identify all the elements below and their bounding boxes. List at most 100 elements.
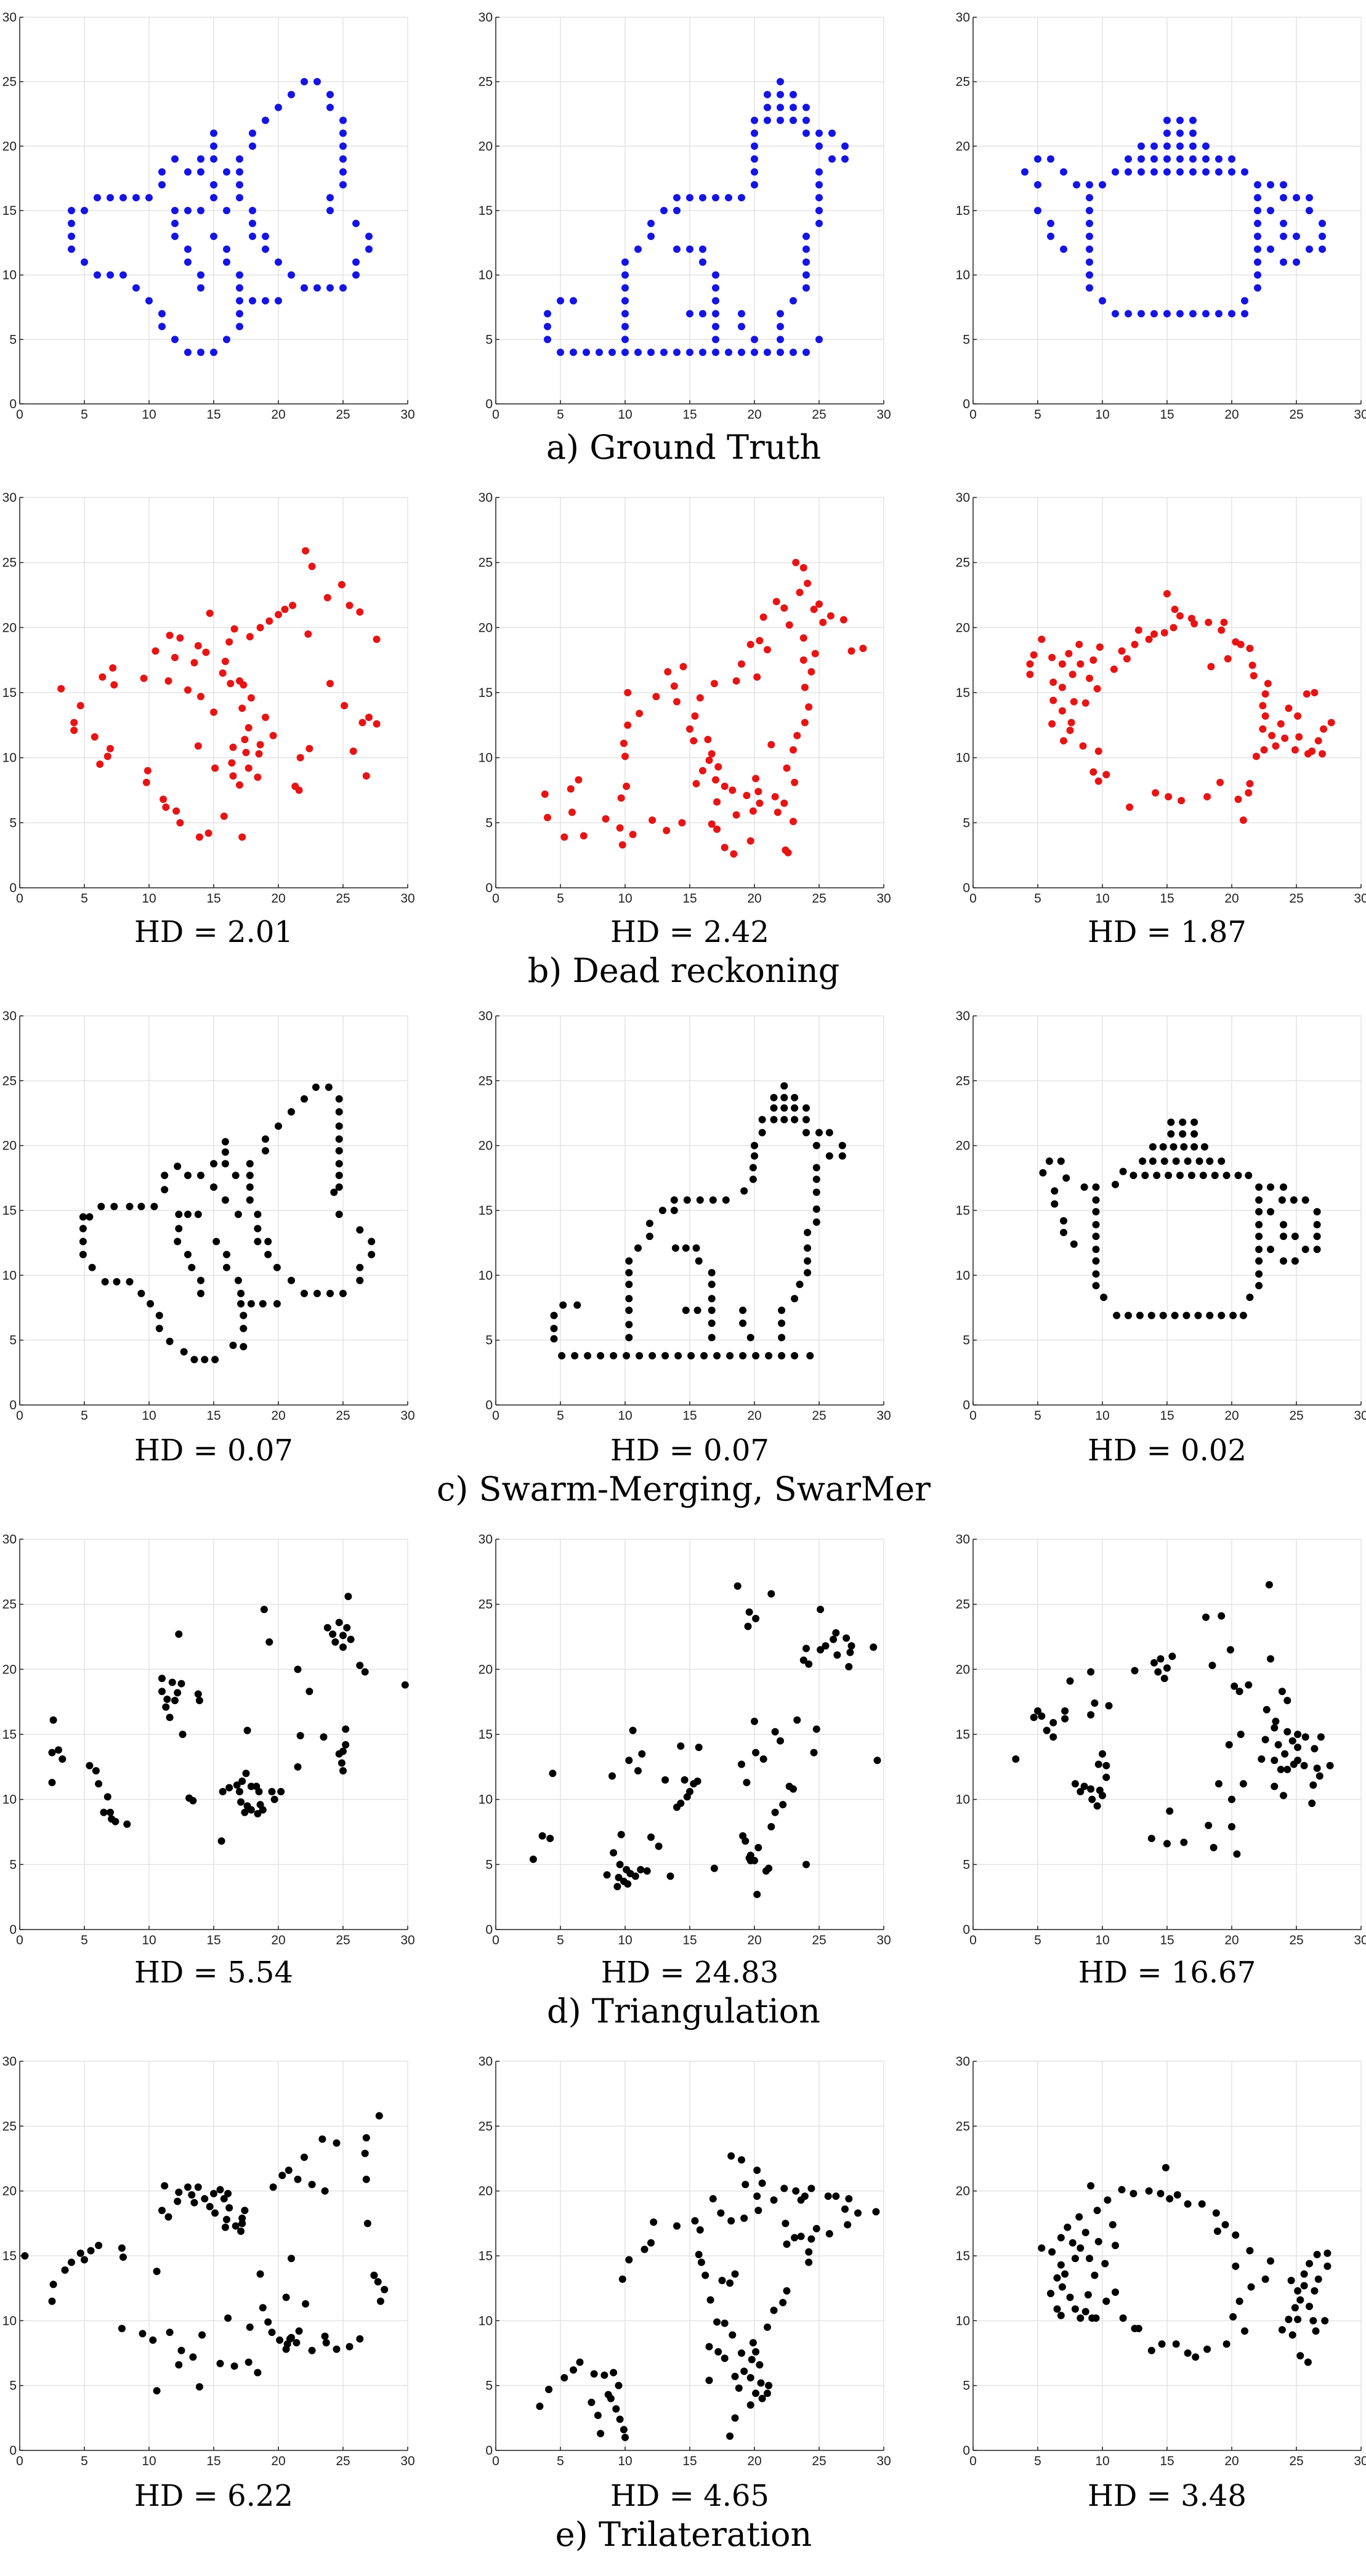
data-point [269, 731, 277, 739]
data-point [558, 1351, 566, 1359]
data-point [1280, 258, 1287, 266]
y-tick-label: 30 [956, 2055, 970, 2069]
data-point [590, 2370, 598, 2378]
data-point [1109, 2221, 1117, 2229]
data-point [1293, 194, 1300, 202]
data-point [1071, 2305, 1079, 2313]
y-tick-label: 0 [963, 1923, 970, 1937]
data-point [1049, 678, 1057, 686]
data-point [206, 2202, 214, 2210]
data-point [805, 2258, 813, 2266]
data-point [326, 1289, 334, 1297]
x-tick-label: 25 [1289, 1933, 1303, 1947]
data-point [1195, 1157, 1203, 1165]
data-point [1212, 2209, 1220, 2217]
data-point [1229, 2313, 1237, 2321]
data-point [202, 648, 210, 656]
data-point [805, 703, 813, 711]
data-point [621, 310, 629, 318]
data-point [815, 207, 823, 214]
data-point [673, 348, 681, 356]
data-point [557, 348, 564, 356]
y-tick-label: 30 [479, 10, 493, 25]
data-point [337, 581, 346, 589]
data-point [211, 2209, 219, 2217]
data-point [184, 1250, 192, 1258]
data-point [1086, 284, 1093, 292]
x-tick-label: 0 [16, 408, 23, 422]
data-point [1051, 1187, 1059, 1195]
data-point [1245, 789, 1253, 797]
x-tick-label: 30 [1354, 1933, 1366, 1947]
x-tick-label: 20 [747, 1409, 761, 1423]
data-point [1296, 2352, 1304, 2360]
data-point [1241, 168, 1248, 176]
data-point [772, 598, 780, 606]
data-point [1314, 2275, 1322, 2283]
data-point [1245, 1681, 1253, 1689]
data-point [625, 1269, 633, 1277]
data-point [616, 2415, 624, 2423]
data-point [99, 673, 107, 681]
data-point [362, 2175, 370, 2183]
data-point [361, 1668, 369, 1676]
y-tick-label: 25 [956, 75, 970, 89]
data-point [621, 336, 629, 344]
data-point [841, 142, 849, 150]
data-point [699, 194, 706, 202]
y-tick-label: 15 [479, 2249, 493, 2263]
data-point [1200, 1143, 1208, 1151]
data-point [1131, 1667, 1139, 1675]
data-point [797, 2196, 805, 2204]
data-point [709, 2195, 717, 2203]
data-point [1099, 297, 1106, 305]
data-point [1280, 1257, 1287, 1265]
data-point [854, 2209, 862, 2217]
data-point [197, 348, 204, 356]
data-point [1189, 310, 1197, 318]
data-point [1075, 2213, 1083, 2221]
data-point [780, 1082, 788, 1090]
data-point [87, 2247, 95, 2255]
data-point [352, 219, 360, 227]
x-tick-label: 20 [1224, 408, 1239, 422]
y-tick-label: 30 [479, 491, 493, 505]
data-point [616, 1861, 624, 1869]
data-point [752, 1749, 760, 1757]
data-point [859, 645, 867, 653]
data-point [1306, 2303, 1313, 2311]
data-point [1228, 1823, 1235, 1831]
data-point [153, 2268, 161, 2276]
data-point [1189, 129, 1197, 137]
data-point [204, 829, 212, 837]
data-point [751, 155, 758, 163]
data-point [1112, 2288, 1119, 2296]
data-point [1088, 2314, 1096, 2322]
x-tick-label: 20 [747, 2454, 761, 2468]
data-point [770, 1104, 778, 1112]
data-point [692, 1244, 700, 1252]
data-point [161, 2182, 169, 2190]
data-point [241, 2207, 249, 2215]
data-point [238, 1777, 246, 1785]
y-tick-label: 0 [9, 1923, 17, 1937]
data-point [754, 2207, 762, 2215]
data-point [325, 1083, 333, 1091]
data-point [1252, 752, 1260, 760]
data-point [288, 2255, 295, 2263]
data-point [249, 232, 256, 240]
data-point [1170, 624, 1178, 632]
data-point [1130, 1172, 1138, 1180]
data-point [1293, 258, 1300, 266]
y-tick-label: 25 [2, 75, 17, 89]
data-point [756, 2361, 764, 2369]
hd-label: HD = 0.07 [134, 1433, 293, 1468]
data-point [1210, 1843, 1218, 1851]
data-point [1184, 2200, 1192, 2208]
data-point [233, 1781, 241, 1789]
data-point [621, 271, 629, 279]
data-point [717, 2209, 725, 2217]
y-tick-label: 10 [2, 751, 17, 765]
data-point [1091, 2271, 1099, 2279]
